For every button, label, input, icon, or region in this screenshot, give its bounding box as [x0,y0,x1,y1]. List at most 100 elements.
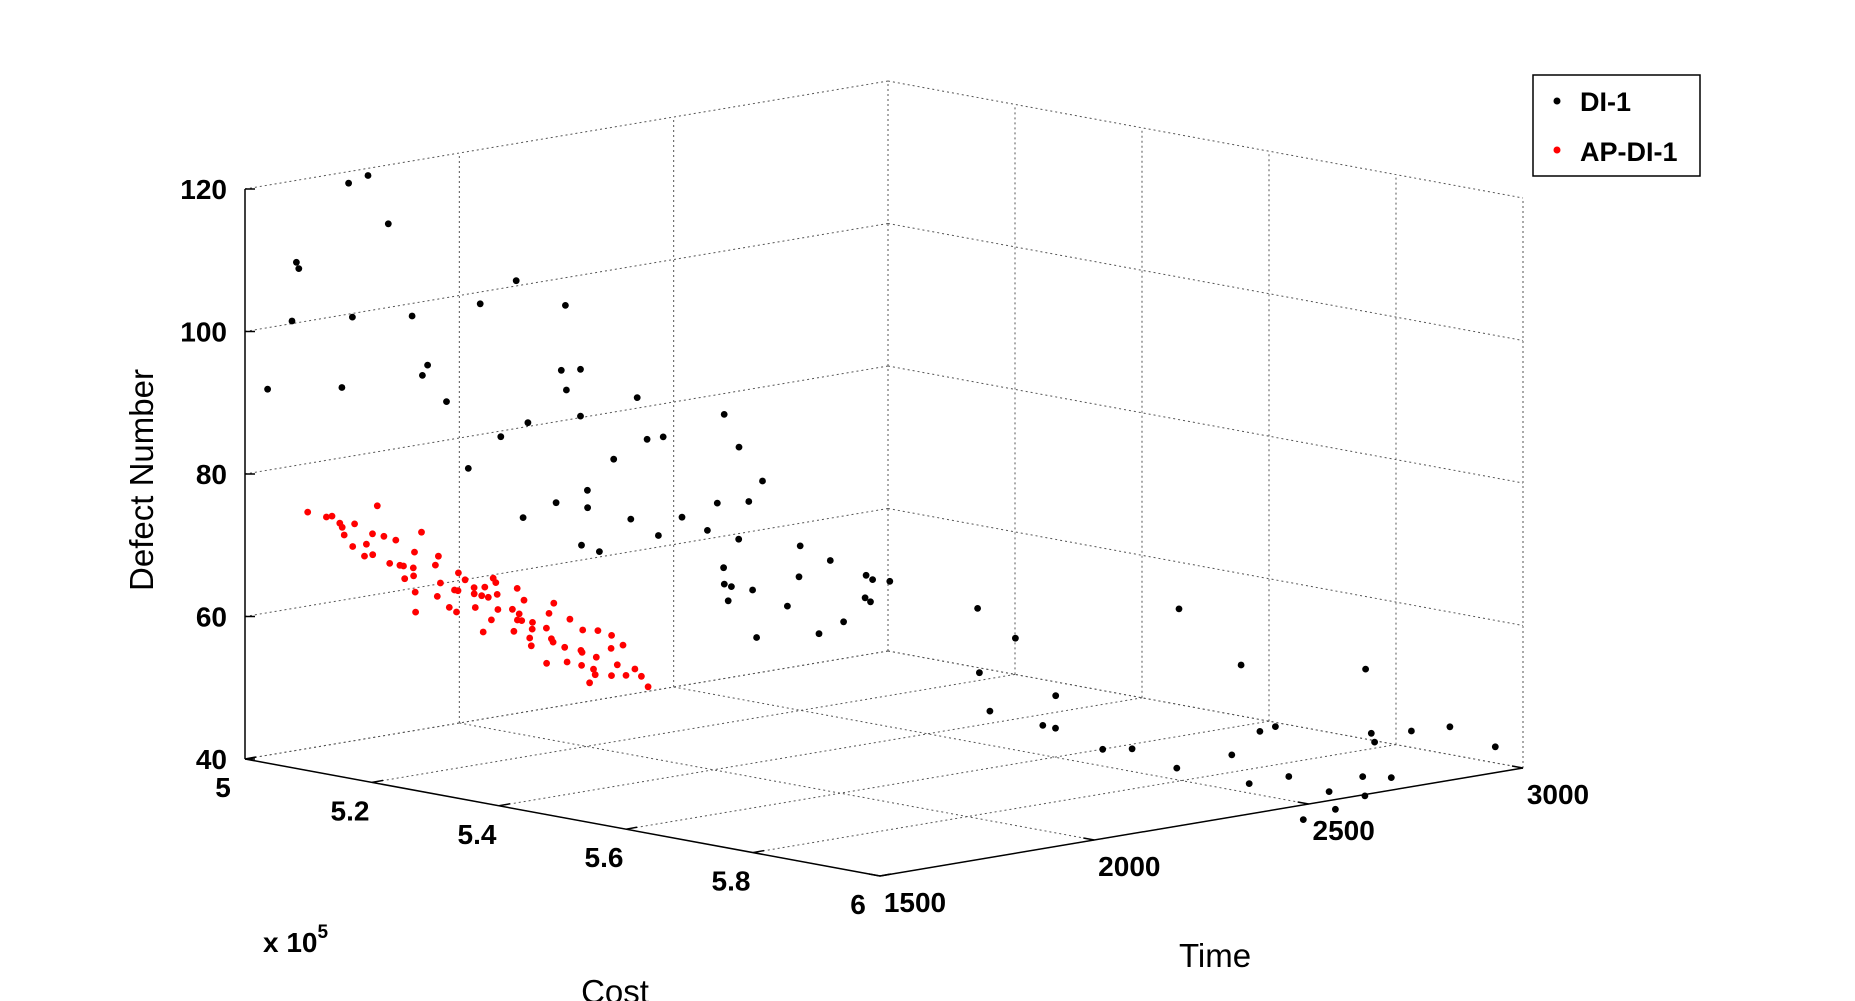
data-point [524,419,532,427]
grid-lines [244,80,1524,877]
data-point [720,580,728,588]
axis-lines [244,188,1524,877]
data-point [591,671,599,679]
data-point [590,665,597,673]
data-point [363,540,370,548]
data-point [494,606,502,613]
data-point [336,519,344,527]
data-point [1256,728,1264,735]
data-point [631,665,639,673]
data-point [1173,764,1181,772]
data-point [735,535,743,543]
data-point [566,615,574,623]
data-point [409,564,417,572]
cost-tick-label: 5.6 [585,842,624,873]
z-axis-label: Defect Number [123,369,160,591]
data-point [1332,805,1339,813]
data-point [461,576,469,584]
data-point [552,499,560,507]
data-point [345,179,352,187]
data-point [557,366,565,374]
data-point [349,543,357,550]
data-point [373,502,381,510]
data-point [411,588,419,596]
data-point [974,605,981,612]
data-point [479,628,487,636]
data-point [529,619,536,626]
cost-tick-label: 5.4 [458,819,497,850]
data-point [418,528,425,536]
data-point [704,527,711,534]
data-point [288,317,296,325]
data-point [338,384,346,391]
side-grid-level [887,365,1524,484]
data-point [550,599,558,607]
data-point [713,499,721,507]
floor-grid-cost [371,673,1016,783]
legend-label-di-1: DI-1 [1580,87,1631,117]
data-point [476,300,484,308]
data-point [1408,727,1415,735]
cost-axis-line [244,758,881,877]
data-point [1359,773,1367,780]
legend: DI-1 AP-DI-1 [1532,74,1701,177]
data-point [548,635,555,643]
data-point [400,562,407,570]
data-point [470,584,478,591]
data-point [1175,605,1183,613]
cost-tick-label: 6 [850,889,866,920]
time-tick-mark [1083,837,1095,841]
data-point [384,220,392,228]
data-point [607,645,615,652]
data-point [543,659,550,667]
data-point [1039,722,1047,729]
data-point [528,625,536,633]
cost-tick-mark [752,849,765,854]
data-point [608,632,615,639]
cost-tick-mark [371,779,384,784]
data-point [443,398,450,405]
x-axis-label: Time [1179,937,1251,974]
data-point [627,515,635,523]
data-point [412,608,419,616]
data-point [608,672,615,679]
data-point [577,412,584,420]
z-tick-label: 120 [180,174,227,205]
data-point [432,561,439,569]
data-point [867,598,874,606]
data-point [433,593,441,600]
data-point [724,597,732,605]
data-point [369,530,376,538]
time-tick-mark [1511,765,1524,769]
data-point [380,532,388,540]
data-point [861,594,869,602]
floor-grid-time [673,686,1309,805]
data-point [613,661,621,669]
data-point [527,642,535,650]
legend-marker-di-1 [1553,97,1561,105]
time-tick-mark [868,873,881,877]
floor-grid-time [459,722,1095,841]
cost-multiplier: x 105 [263,922,329,958]
data-point [594,627,602,634]
data-point [563,658,571,666]
time-tick-mark [1297,801,1309,805]
side-grid-level [887,508,1524,626]
data-point [454,587,462,595]
data-point [577,365,584,373]
data-point [1245,780,1253,787]
data-point [424,361,431,369]
wall-grid-level [244,365,889,475]
data-point [759,477,766,485]
data-point [1362,665,1369,673]
cost-tick-label: 5.2 [331,795,370,826]
data-point [638,672,645,680]
data-point [720,411,728,418]
data-point [471,604,479,611]
data-point [386,560,394,567]
data-point [478,592,486,600]
z-tick-label: 40 [196,744,227,775]
data-point [619,641,627,649]
cost-multiplier-exponent: 5 [318,922,329,943]
data-point [489,574,497,582]
